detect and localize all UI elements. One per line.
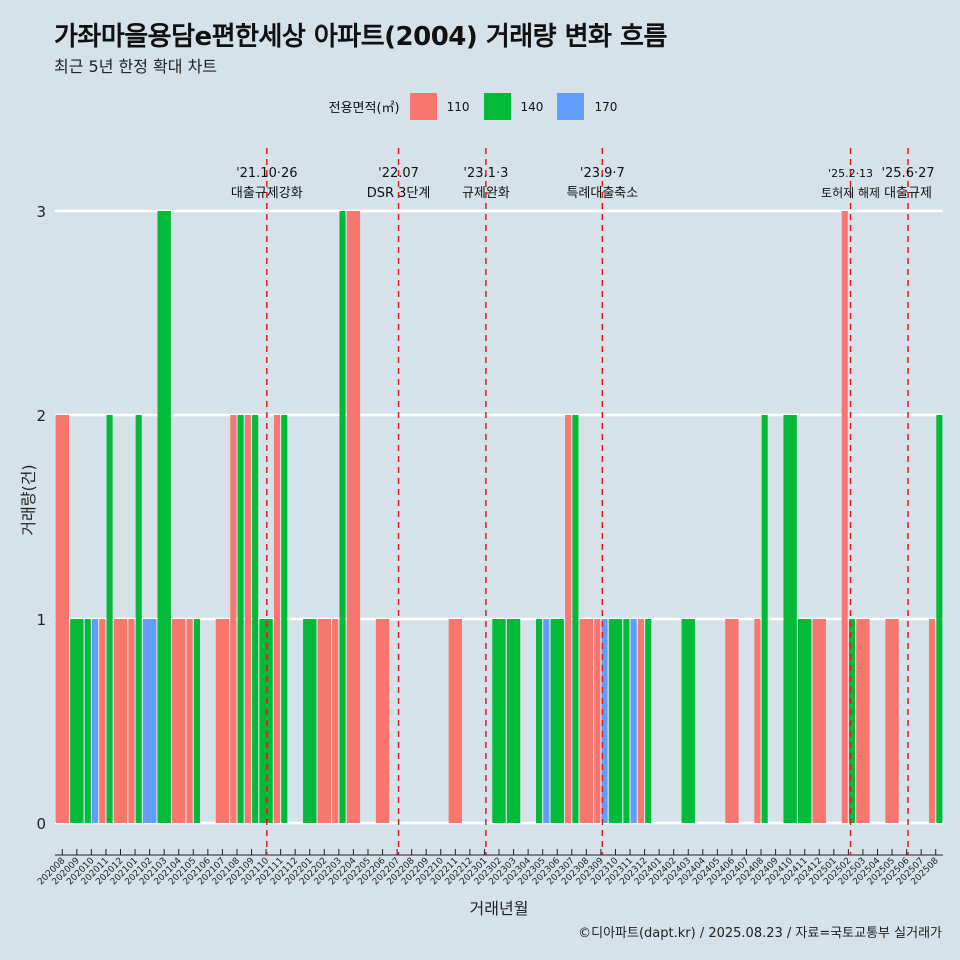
bar-110-202408 — [754, 619, 761, 823]
bar-170-202010 — [91, 619, 99, 823]
event-date-label: '23.9·7 — [580, 166, 625, 181]
legend-title: 전용면적(㎡) — [328, 101, 400, 116]
bar-110-202406 — [725, 619, 739, 823]
legend-item-140: 140 — [483, 93, 550, 120]
legend-label-110: 110 — [446, 99, 470, 114]
bar-140-202203 — [339, 211, 346, 823]
bar-110-202109 — [244, 415, 251, 823]
bar-140-202109 — [252, 415, 259, 823]
bar-140-202312 — [645, 619, 652, 823]
event-name-label: 대출규제강화 — [231, 186, 303, 201]
bar-140-202311 — [623, 619, 630, 823]
event-date-label: '22.07 — [378, 166, 419, 181]
bar-110-202101 — [128, 619, 135, 823]
bar-110-202008 — [55, 415, 69, 823]
legend-label-170: 170 — [594, 99, 618, 114]
bar-170-202102 — [142, 619, 157, 823]
bar-140-202410 — [783, 415, 797, 823]
bar-110-202508 — [929, 619, 936, 823]
chart-title: 가좌마을용담e편한세상 아파트(2004) 거래량 변화 흐름 — [54, 22, 667, 52]
bar-140-202111 — [281, 415, 288, 823]
bar-110-202503 — [856, 619, 870, 823]
bar-110-202012 — [113, 619, 128, 823]
event-date-label: '23.1·3 — [463, 166, 508, 181]
legend-item-170: 170 — [557, 93, 623, 120]
bar-110-202105 — [186, 619, 193, 823]
bar-140-202009 — [70, 619, 84, 823]
bar-110-202206 — [375, 619, 390, 823]
event-name-label: DSR 3단계 — [367, 186, 431, 201]
bar-110-202211 — [448, 619, 463, 823]
bar-110-202308 — [579, 619, 594, 823]
source-caption: ©디아파트(dapt.kr) / 2025.08.23 / 자료=국토교통부 실… — [578, 926, 942, 941]
event-date-label: '25.6·27 — [881, 166, 934, 181]
bar-110-202312 — [637, 619, 644, 823]
bar-140-202411 — [798, 619, 812, 823]
bar-140-202310 — [608, 619, 623, 823]
bar-140-202502 — [848, 619, 856, 823]
bar-110-202505 — [885, 619, 899, 823]
bar-140-202201 — [303, 619, 317, 823]
bar-140-202101 — [135, 415, 142, 823]
event-date-label: '21.10·26 — [236, 166, 297, 181]
bar-140-202306 — [550, 619, 564, 823]
bar-110-202204 — [346, 211, 361, 823]
legend-label-140: 140 — [520, 99, 544, 114]
bar-110-202502 — [841, 211, 848, 823]
bar-110-202011 — [99, 619, 106, 823]
legend-swatch-140 — [483, 93, 511, 120]
bar-110-202203 — [332, 619, 339, 823]
event-name-label: 특례대출축소 — [566, 186, 638, 201]
y-tick-label: 1 — [36, 611, 46, 629]
bar-110-202412 — [812, 619, 826, 823]
x-axis-title: 거래년월 — [470, 899, 529, 918]
chart-subtitle: 최근 5년 한정 확대 차트 — [54, 57, 218, 76]
bar-140-202105 — [193, 619, 200, 823]
bar-140-202010 — [84, 619, 91, 823]
legend-swatch-170 — [557, 93, 585, 120]
legend-swatch-110 — [409, 93, 437, 120]
bar-110-202111 — [273, 415, 281, 823]
bar-140-202103 — [157, 211, 171, 823]
legend-item-110: 110 — [409, 93, 476, 120]
event-name-label: 대출규제 — [884, 186, 932, 201]
bar-140-202508 — [936, 415, 943, 823]
bar-140-202108 — [237, 415, 244, 823]
bar-110-202108 — [230, 415, 237, 823]
bar-110-202307 — [565, 415, 572, 823]
bar-110-202202 — [317, 619, 331, 823]
bar-110-202104 — [172, 619, 186, 823]
bar-170-202309 — [601, 619, 608, 823]
bar-110-202309 — [594, 619, 601, 823]
event-date-label: '25.2·13 — [828, 167, 873, 180]
bar-140-202305 — [535, 619, 543, 823]
y-tick-label: 2 — [36, 407, 46, 425]
bar-140-202303 — [506, 619, 521, 823]
bar-170-202311 — [630, 619, 637, 823]
y-tick-label: 0 — [36, 815, 46, 833]
bar-140-202307 — [572, 415, 579, 823]
bar-140-202403 — [681, 619, 695, 823]
bar-140-202302 — [492, 619, 506, 823]
bar-140-202011 — [106, 415, 113, 823]
event-name-label: 토허제 해제 — [821, 186, 880, 200]
bar-140-202408 — [761, 415, 768, 823]
y-axis-title: 거래량(건) — [19, 464, 38, 535]
bar-170-202305 — [543, 619, 550, 823]
legend: 전용면적(㎡) 110 140 170 — [0, 93, 960, 120]
bar-110-202107 — [215, 619, 230, 823]
event-name-label: 규제완화 — [462, 186, 510, 201]
y-tick-label: 3 — [36, 203, 46, 221]
